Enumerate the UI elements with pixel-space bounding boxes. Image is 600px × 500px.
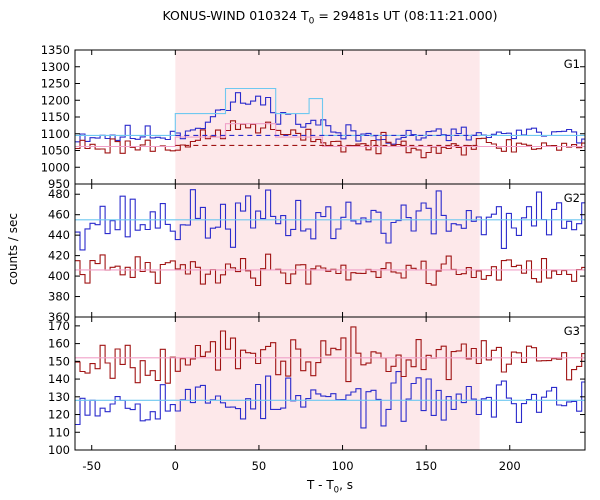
- y-tick-label: 170: [48, 319, 70, 333]
- y-tick-label: 120: [48, 408, 70, 422]
- x-tick-label: 100: [332, 459, 354, 473]
- y-tick-label: 100: [48, 443, 70, 457]
- series-blue-g2: [75, 189, 585, 251]
- y-tick-label: 130: [48, 390, 70, 404]
- series-blue-g1: [75, 92, 585, 145]
- y-tick-label: 420: [48, 249, 70, 263]
- x-tick-label: -50: [82, 459, 101, 473]
- x-tick-label: 150: [415, 459, 437, 473]
- y-tick-label: 380: [48, 290, 70, 304]
- y-tick-label: 1250: [41, 77, 70, 91]
- chart-title: KONUS-WIND 010324 T0 = 29481s UT (08:11:…: [162, 8, 498, 27]
- panel-label-g3: G3: [564, 324, 580, 338]
- y-tick-label: 950: [48, 177, 70, 191]
- y-tick-label: 140: [48, 372, 70, 386]
- y-tick-label: 480: [48, 187, 70, 201]
- x-tick-label: 50: [252, 459, 267, 473]
- y-tick-label: 1300: [41, 60, 70, 74]
- x-axis-label: T - T0, s: [307, 478, 353, 496]
- y-tick-label: 460: [48, 208, 70, 222]
- y-tick-label: 400: [48, 269, 70, 283]
- fit-pink-g1: [75, 123, 585, 148]
- y-tick-label: 110: [48, 425, 70, 439]
- y-tick-label: 150: [48, 354, 70, 368]
- y-tick-label: 160: [48, 337, 70, 351]
- y-tick-label: 1100: [41, 127, 70, 141]
- source-interval-shade: [175, 50, 480, 450]
- y-tick-label: 1350: [41, 43, 70, 57]
- series-red-g3: [75, 326, 585, 384]
- fit-lightblue-g1: [75, 87, 585, 136]
- y-tick-label: 360: [48, 310, 70, 324]
- y-tick-label: 1050: [41, 144, 70, 158]
- y-tick-label: 1000: [41, 160, 70, 174]
- series-blue-g3: [75, 371, 585, 429]
- y-tick-label: 1150: [41, 110, 70, 124]
- panel-frame-g3: [74, 316, 586, 451]
- panel-label-g1: G1: [564, 57, 580, 71]
- panel-label-g2: G2: [564, 191, 580, 205]
- x-tick-label: 200: [499, 459, 521, 473]
- y-tick-label: 440: [48, 228, 70, 242]
- x-tick-label: 0: [172, 459, 179, 473]
- y-tick-label: 1200: [41, 93, 70, 107]
